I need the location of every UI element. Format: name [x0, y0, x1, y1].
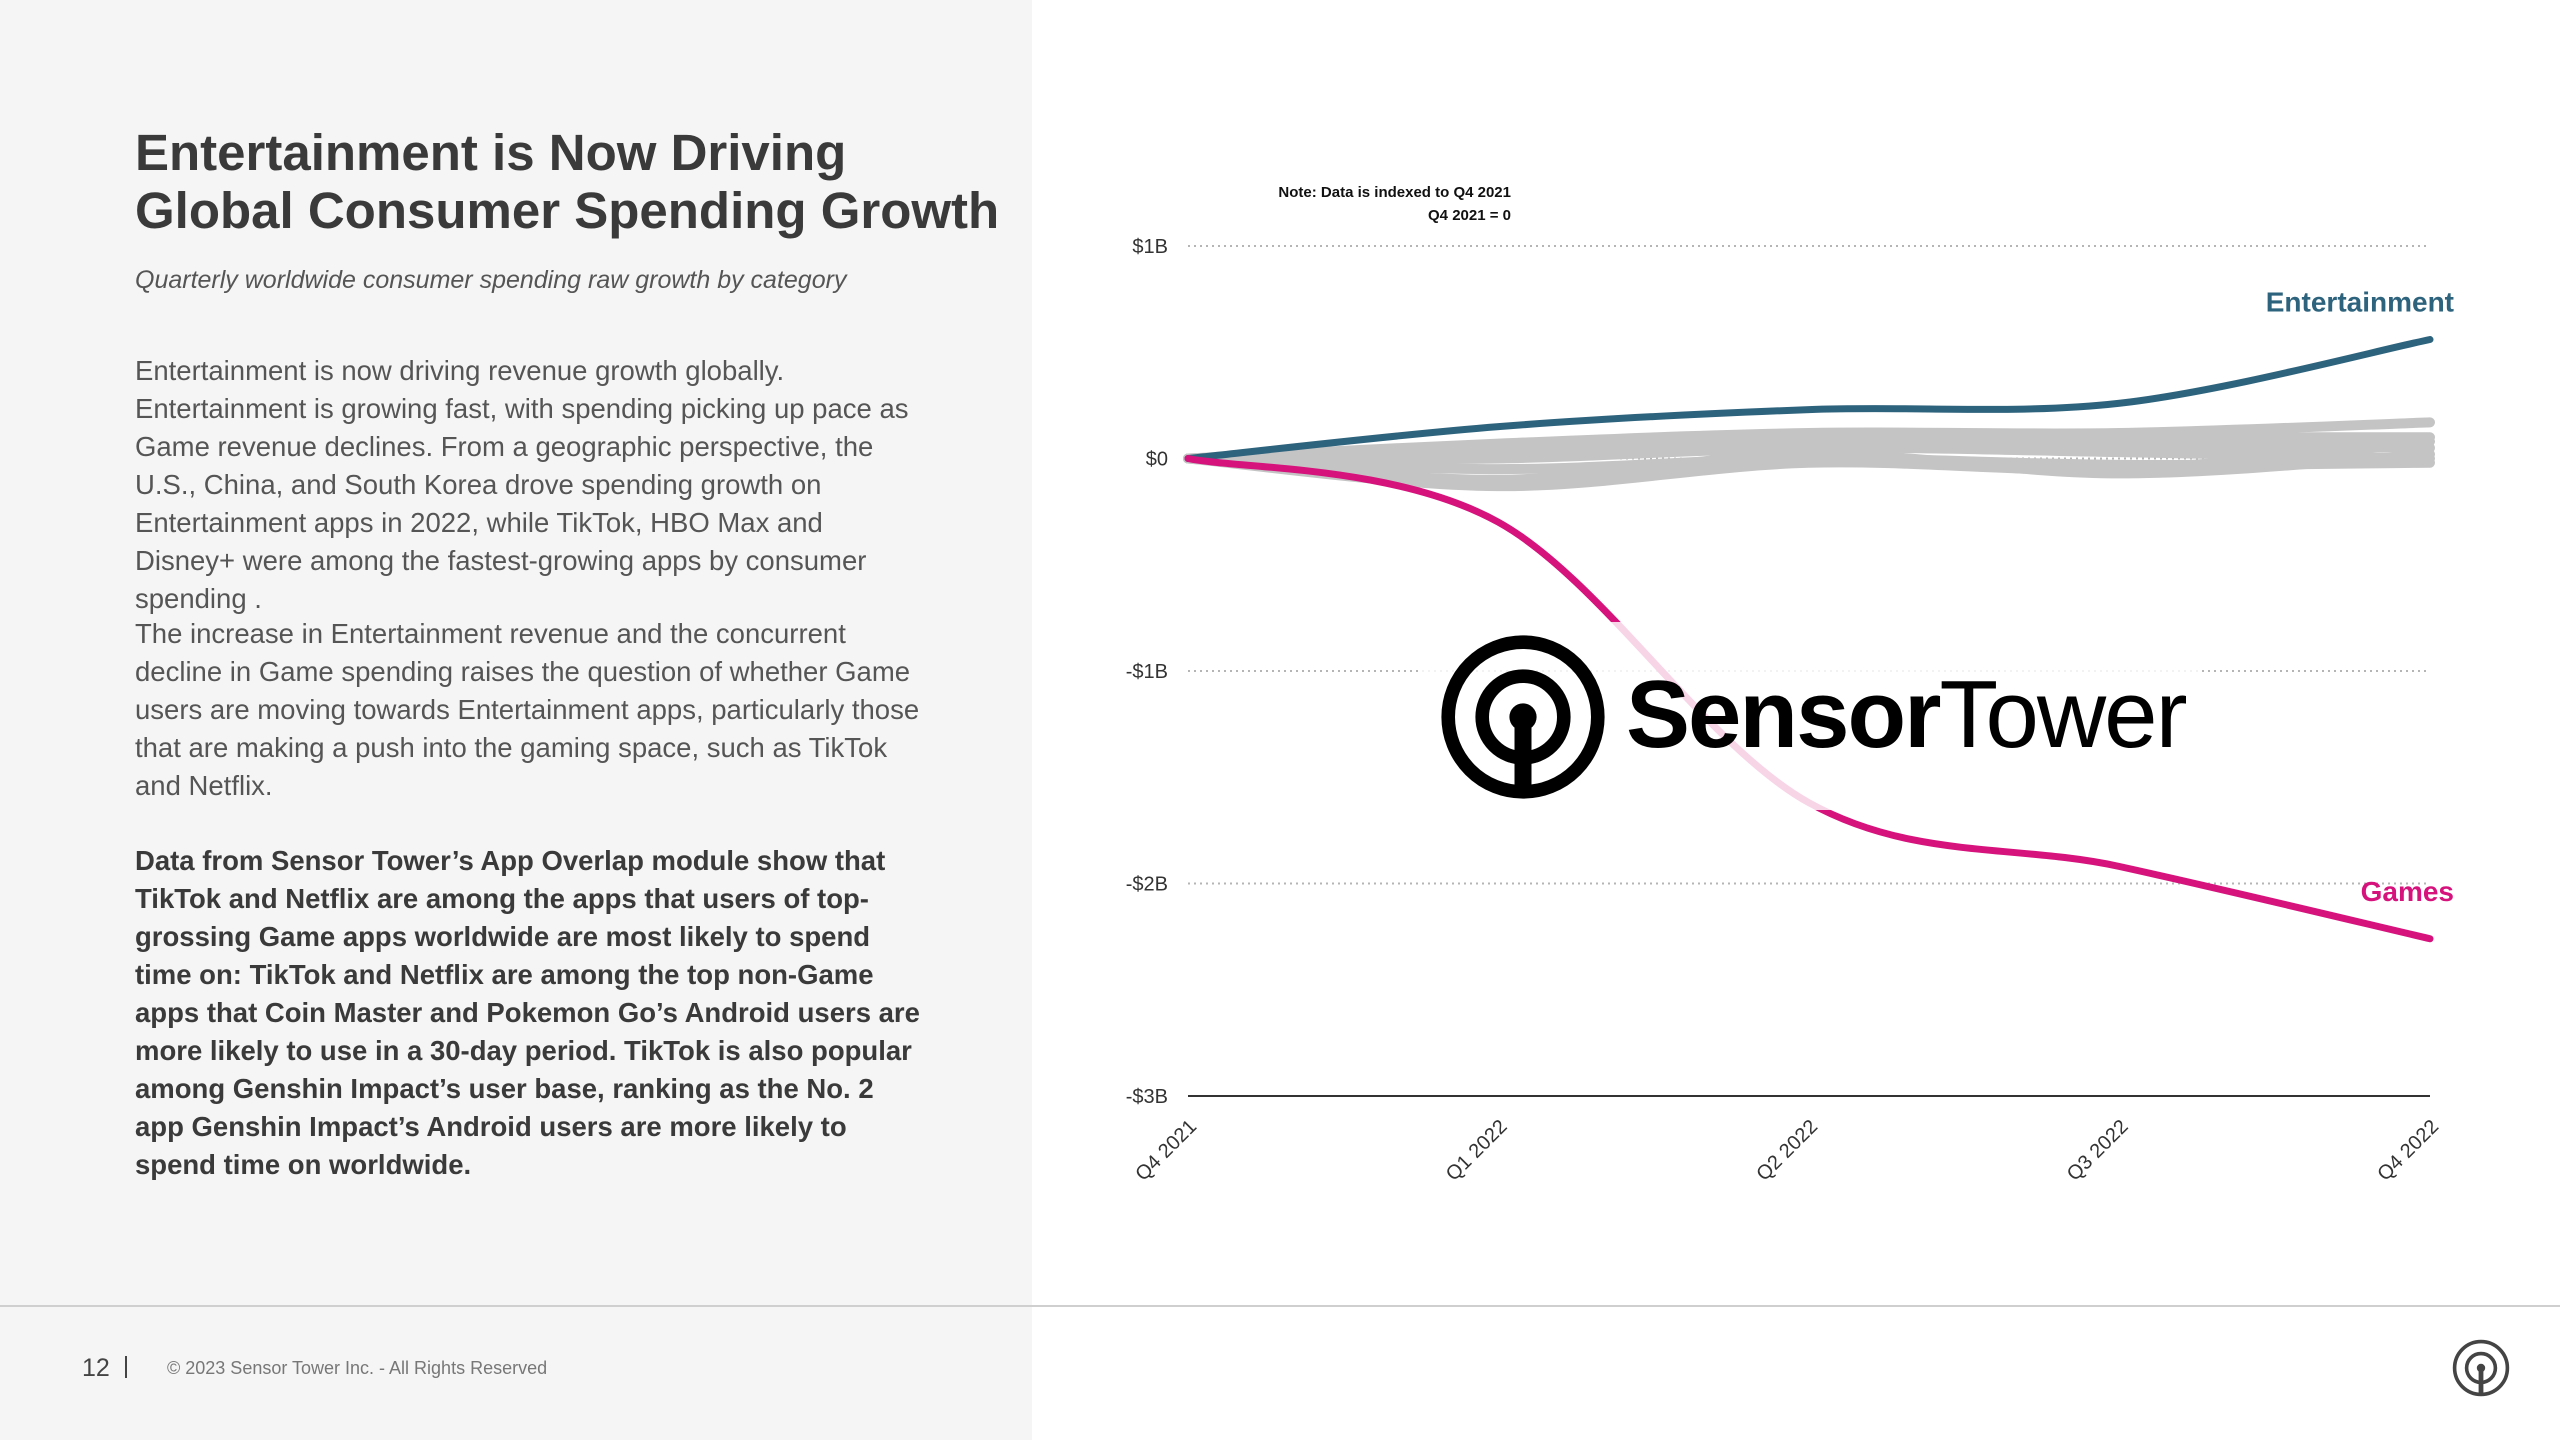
line-chart: $1B$0-$1B-$2B-$3B Q4 2021 Q1 2022 Q2 2022 Q…: [1126, 184, 2454, 1186]
page-number: 12: [82, 1354, 110, 1382]
series-line-other-category-4: [1183, 442, 2435, 465]
y-tick-label: $0: [1146, 449, 1168, 471]
sensor-tower-footer-icon: [2452, 1339, 2510, 1397]
sensor-tower-wordmark: SensorTower: [1626, 660, 2188, 770]
footer-divider: [0, 1305, 2560, 1307]
wordmark-bold: Sensor: [1626, 661, 1941, 768]
x-tick-label: Q4 2021: [1131, 1116, 1201, 1186]
y-tick-label: -$1B: [1126, 661, 1168, 683]
x-tick-label: Q4 2022: [2373, 1116, 2443, 1186]
y-tick-label: -$3B: [1126, 1086, 1168, 1108]
series-line-entertainment: [1184, 336, 2434, 462]
x-tick-label: Q1 2022: [1442, 1116, 1512, 1186]
chart-note-line-1: Note: Data is indexed to Q4 2021: [1278, 184, 1511, 201]
y-tick-label: -$2B: [1126, 874, 1168, 896]
series-line-other-category-7: [1183, 436, 2435, 492]
page-subtitle: Quarterly worldwide consumer spending ra…: [135, 266, 847, 294]
copyright-text: © 2023 Sensor Tower Inc. - All Rights Re…: [167, 1358, 548, 1378]
x-tick-label: Q3 2022: [2063, 1116, 2133, 1186]
series-labels: Entertainment Games: [2266, 287, 2454, 907]
series-label-games: Games: [2361, 876, 2454, 907]
x-axis-ticks: Q4 2021 Q1 2022 Q2 2022 Q3 2022 Q4 2022: [1131, 1116, 2443, 1186]
wordmark-regular: Tower: [1939, 661, 2187, 768]
series-label-entertainment: Entertainment: [2266, 287, 2454, 318]
body-paragraph-3: Data from Sensor Tower’s App Overlap mod…: [135, 845, 920, 1180]
body-paragraph-1: Entertainment is now driving revenue gro…: [135, 355, 909, 614]
series-lines: [1183, 336, 2435, 943]
series-line-other-category-3: [1183, 436, 2435, 464]
left-panel: Entertainment is Now Driving Global Cons…: [0, 0, 1032, 1440]
sensor-tower-logo-icon: [1441, 635, 1605, 799]
footer-separator: [125, 1356, 127, 1378]
y-axis-ticks: $1B $0 -$1B -$2B -$3B: [1126, 236, 1168, 1108]
body-paragraph-2: The increase in Entertainment revenue an…: [135, 618, 920, 801]
x-tick-label: Q2 2022: [1752, 1116, 1822, 1186]
chart-note-line-2: Q4 2021 = 0: [1428, 207, 1511, 224]
gridlines: [1188, 245, 2430, 1097]
page-title: Entertainment is Now Driving Global Cons…: [135, 124, 1000, 239]
y-tick-label: $1B: [1132, 236, 1168, 258]
sensor-tower-watermark: SensorTower: [1418, 622, 2200, 810]
